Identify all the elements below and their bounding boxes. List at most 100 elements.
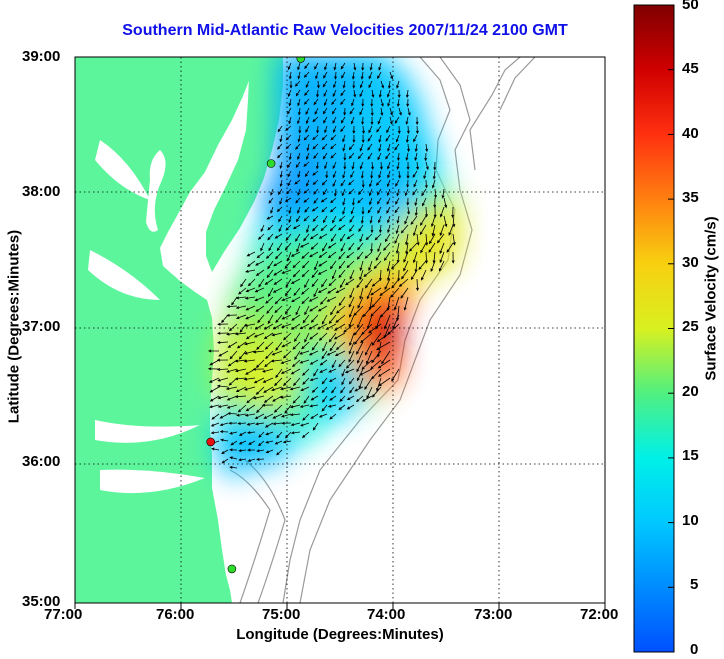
colorbar-tick-label: 40 bbox=[682, 125, 699, 142]
velocity-arrow bbox=[331, 386, 337, 394]
velocity-arrow bbox=[397, 152, 400, 162]
velocity-arrow bbox=[256, 449, 265, 453]
velocity-arrow bbox=[299, 242, 310, 248]
velocity-arrow bbox=[217, 404, 229, 408]
velocity-arrow bbox=[425, 161, 429, 171]
velocity-arrow bbox=[301, 251, 310, 259]
velocity-arrow bbox=[268, 197, 274, 204]
velocity-arrow bbox=[234, 332, 247, 336]
velocity-arrow bbox=[229, 431, 238, 435]
velocity-arrow bbox=[226, 332, 238, 336]
grid-lines bbox=[75, 57, 605, 603]
velocity-arrow bbox=[378, 143, 382, 152]
velocity-arrow bbox=[429, 233, 436, 245]
velocity-arrow bbox=[263, 413, 274, 419]
velocity-arrow bbox=[267, 224, 274, 231]
velocity-arrow bbox=[211, 413, 220, 420]
velocity-arrow bbox=[378, 224, 382, 234]
velocity-arrow bbox=[235, 386, 247, 392]
velocity-arrow bbox=[370, 117, 374, 126]
velocity-arrow bbox=[301, 341, 310, 350]
velocity-arrow bbox=[295, 305, 301, 316]
velocity-arrow bbox=[315, 71, 319, 80]
velocity-arrow bbox=[451, 251, 455, 264]
velocity-arrow bbox=[312, 179, 319, 186]
velocity-arrow bbox=[245, 305, 256, 311]
velocity-arrow bbox=[221, 458, 229, 464]
velocity-arrow bbox=[300, 422, 310, 427]
velocity-arrow bbox=[395, 224, 400, 235]
velocity-arrow bbox=[328, 278, 337, 287]
velocity-arrow bbox=[319, 296, 328, 305]
velocity-arrow bbox=[274, 233, 283, 239]
velocity-arrow bbox=[331, 269, 337, 280]
velocity-arrow bbox=[288, 152, 292, 161]
velocity-arrow bbox=[397, 89, 401, 99]
velocity-arrow bbox=[239, 323, 247, 333]
velocity-arrow bbox=[376, 341, 391, 351]
velocity-arrow bbox=[365, 341, 373, 356]
velocity-arrow bbox=[209, 395, 220, 402]
velocity-arrow bbox=[377, 116, 382, 125]
velocity-arrow bbox=[387, 224, 391, 234]
velocity-arrow bbox=[369, 62, 373, 71]
velocity-arrow bbox=[375, 251, 382, 261]
velocity-arrow bbox=[316, 80, 320, 89]
velocity-arrow bbox=[289, 386, 301, 391]
velocity-arrow bbox=[255, 359, 265, 369]
velocity-arrow bbox=[340, 242, 346, 252]
velocity-arrow bbox=[346, 359, 355, 369]
velocity-arrow bbox=[209, 359, 220, 366]
velocity-arrow bbox=[287, 179, 292, 187]
velocity-arrow bbox=[305, 116, 310, 125]
velocity-arrow bbox=[436, 233, 445, 244]
velocity-arrow bbox=[304, 206, 310, 213]
velocity-arrow bbox=[370, 107, 374, 117]
velocity-arrow bbox=[318, 260, 328, 267]
velocity-arrow bbox=[379, 287, 391, 296]
velocity-arrow bbox=[318, 413, 328, 418]
velocity-arrow bbox=[253, 332, 265, 338]
velocity-arrow bbox=[304, 332, 310, 343]
velocity-arrow bbox=[266, 269, 274, 279]
velocity-arrow bbox=[358, 224, 364, 232]
velocity-arrow bbox=[327, 404, 337, 408]
velocity-arrow bbox=[414, 152, 418, 161]
velocity-arrow bbox=[361, 98, 365, 108]
velocity-arrow bbox=[348, 350, 355, 363]
velocity-arrow bbox=[329, 260, 337, 270]
velocity-arrow bbox=[381, 350, 391, 365]
velocity-arrow bbox=[391, 278, 400, 289]
velocity-arrow bbox=[346, 404, 355, 410]
velocity-arrow bbox=[368, 125, 373, 134]
velocity-arrow bbox=[349, 305, 355, 318]
velocity-arrow bbox=[415, 278, 419, 292]
velocity-arrow bbox=[369, 179, 373, 188]
velocity-arrow bbox=[406, 197, 410, 206]
velocity-arrow bbox=[349, 269, 355, 280]
velocity-arrow bbox=[248, 440, 256, 445]
velocity-arrow bbox=[404, 188, 409, 197]
velocity-arrow bbox=[361, 116, 365, 125]
velocity-arrow bbox=[361, 134, 365, 144]
velocity-arrow bbox=[305, 107, 310, 115]
velocity-arrow bbox=[321, 350, 328, 360]
velocity-arrow bbox=[220, 438, 229, 442]
velocity-arrow bbox=[406, 98, 410, 108]
velocity-arrows bbox=[207, 62, 456, 469]
velocity-arrow bbox=[274, 440, 283, 445]
velocity-cell bbox=[264, 449, 280, 465]
velocity-arrow bbox=[255, 260, 265, 266]
velocity-arrow bbox=[309, 377, 319, 381]
velocity-arrow bbox=[380, 98, 384, 107]
velocity-arrow bbox=[353, 323, 364, 336]
velocity-arrow bbox=[315, 161, 319, 170]
velocity-arrow bbox=[339, 233, 346, 242]
velocity-arrow bbox=[370, 225, 374, 234]
colorbar-tick-label: 0 bbox=[690, 641, 699, 658]
velocity-arrow bbox=[387, 215, 391, 224]
velocity-arrow bbox=[234, 368, 247, 373]
velocity-arrow bbox=[368, 260, 373, 272]
velocity-arrow bbox=[317, 287, 328, 293]
